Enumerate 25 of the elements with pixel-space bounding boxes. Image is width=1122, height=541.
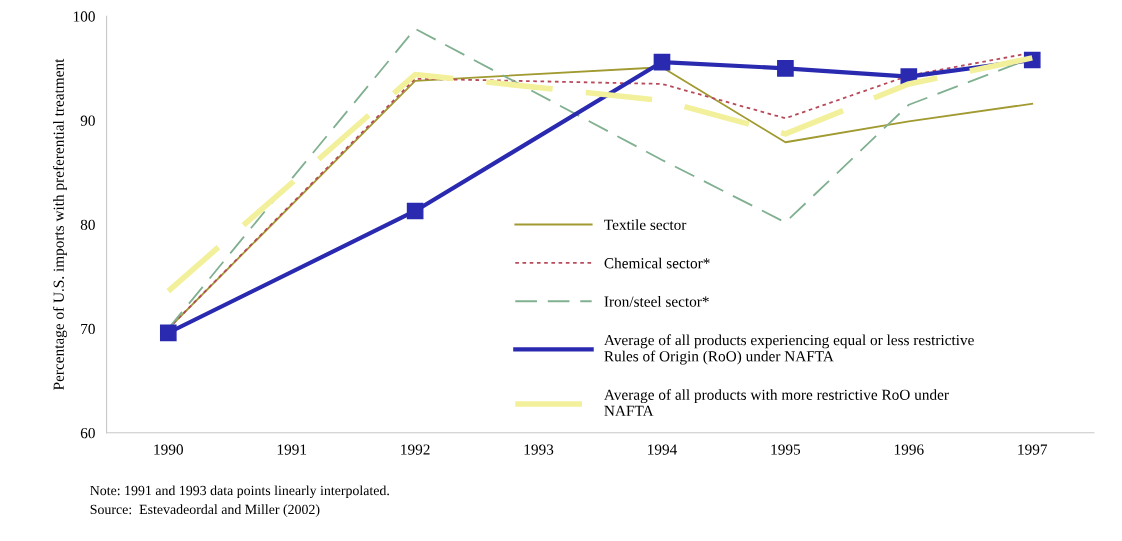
point (406, 202, 424, 220)
y-tick-label: 90 (80, 115, 95, 126)
x-tick-label: 1997 (1018, 444, 1048, 455)
legend-label: Textile sector (604, 219, 687, 230)
y-axis-title: Percentage of U.S. imports with preferential treatment (52, 58, 68, 390)
x-tick-label: 1992 (401, 444, 430, 455)
legend-label: Chemical sector* (604, 257, 710, 269)
point (777, 59, 794, 77)
x-tick-label: 1993 (524, 444, 554, 455)
legend-label: Average of all products experiencing equal or less restrictive Rules of Origin (RoO) under NAFTA (604, 334, 974, 365)
x-tick-label: 1990 (154, 444, 183, 455)
point (159, 324, 177, 342)
x-tick-label: 1995 (771, 444, 801, 455)
x-tick-label: 1996 (894, 444, 924, 455)
legend-label: Average of all products with more restrictive RoO under NAFTA (604, 389, 949, 416)
point (653, 53, 671, 71)
x-tick-label: 1994 (648, 444, 678, 455)
x-tick-label: 1991 (277, 444, 307, 455)
y-tick-label: 60 (80, 427, 95, 439)
y-tick-label: 80 (80, 219, 95, 230)
source-note: Source: Estevadeordal and Miller (2002) (90, 504, 320, 517)
text: Note: 1991 and 1993 data points linearly interpolated. (90, 485, 389, 499)
y-tick-label: 100 (73, 11, 95, 22)
y-tick-label: 70 (81, 323, 95, 335)
legend-label: Iron/steel sector* (604, 296, 709, 307)
